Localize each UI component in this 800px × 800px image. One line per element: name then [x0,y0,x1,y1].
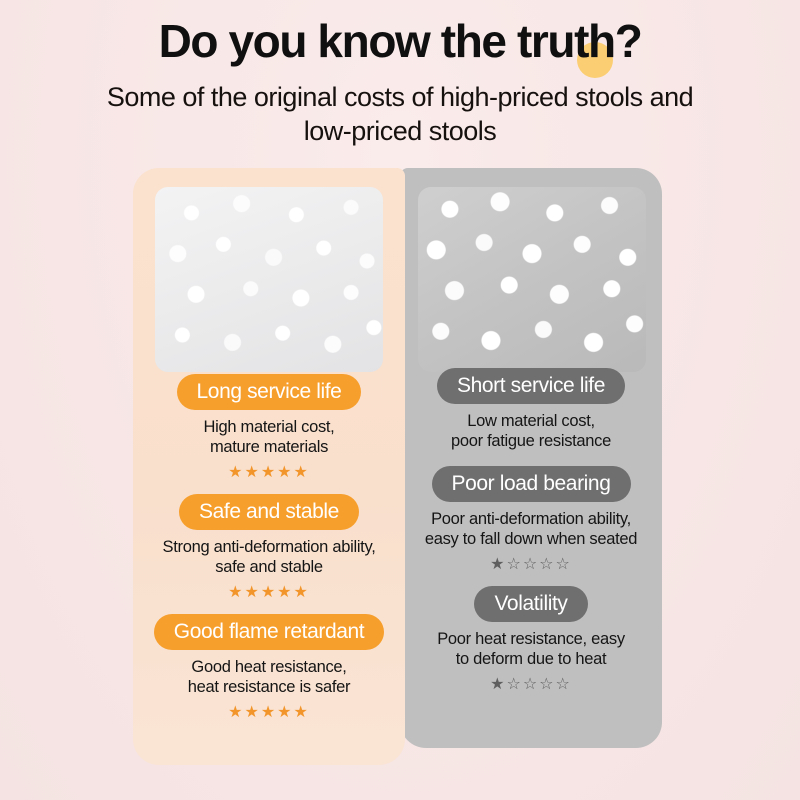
feature-item: Short service life Low material cost, po… [400,368,662,452]
feature-description: Poor heat resistance, easy to deform due… [437,629,625,669]
translucent-plastic-pellets-photo [155,187,383,372]
feature-badge: Volatility [474,585,588,622]
feature-list-right: Short service life Low material cost, po… [400,368,662,706]
feature-item: Good flame retardant Good heat resistanc… [133,613,405,721]
opaque-white-plastic-pellets-photo [418,187,646,372]
feature-item: Safe and stable Strong anti-deformation … [133,493,405,601]
panel-low-priced: Short service life Low material cost, po… [400,168,662,748]
feature-description: Low material cost, poor fatigue resistan… [450,412,612,451]
feature-description: Strong anti-deformation ability, safe an… [162,537,376,577]
feature-description: Poor anti-deformation ability, easy to f… [424,509,638,549]
feature-item: Volatility Poor heat resistance, easy to… [400,585,662,693]
rating-stars: ★☆☆☆☆ [490,673,572,693]
page-subtitle: Some of the original costs of high-price… [106,81,694,147]
headline-accent-dot [576,42,613,78]
feature-list-left: Long service life High material cost, ma… [133,374,405,734]
feature-item: Long service life High material cost, ma… [133,374,405,480]
rating-stars: ★☆☆☆☆ [490,553,572,573]
feature-badge: Good flame retardant [153,613,385,650]
comparison-panels: Long service life High material cost, ma… [0,168,800,788]
feature-badge: Short service life [436,368,626,404]
panel-high-priced: Long service life High material cost, ma… [133,168,405,765]
feature-description: Good heat resistance, heat resistance is… [187,657,351,697]
rating-stars: ★★★★★ [228,461,310,481]
feature-item: Poor load bearing Poor anti-deformation … [400,465,662,573]
feature-badge: Poor load bearing [431,465,631,502]
feature-badge: Long service life [176,374,362,410]
rating-stars: ★★★★★ [228,581,310,601]
rating-stars: ★★★★★ [228,701,310,721]
header: Do you know the truth? Some of the origi… [0,15,800,149]
page-title: Do you know the truth? [158,15,643,67]
feature-description: High material cost, mature materials [203,418,335,457]
feature-badge: Safe and stable [179,493,359,530]
headline-wrap: Do you know the truth? [158,15,643,78]
